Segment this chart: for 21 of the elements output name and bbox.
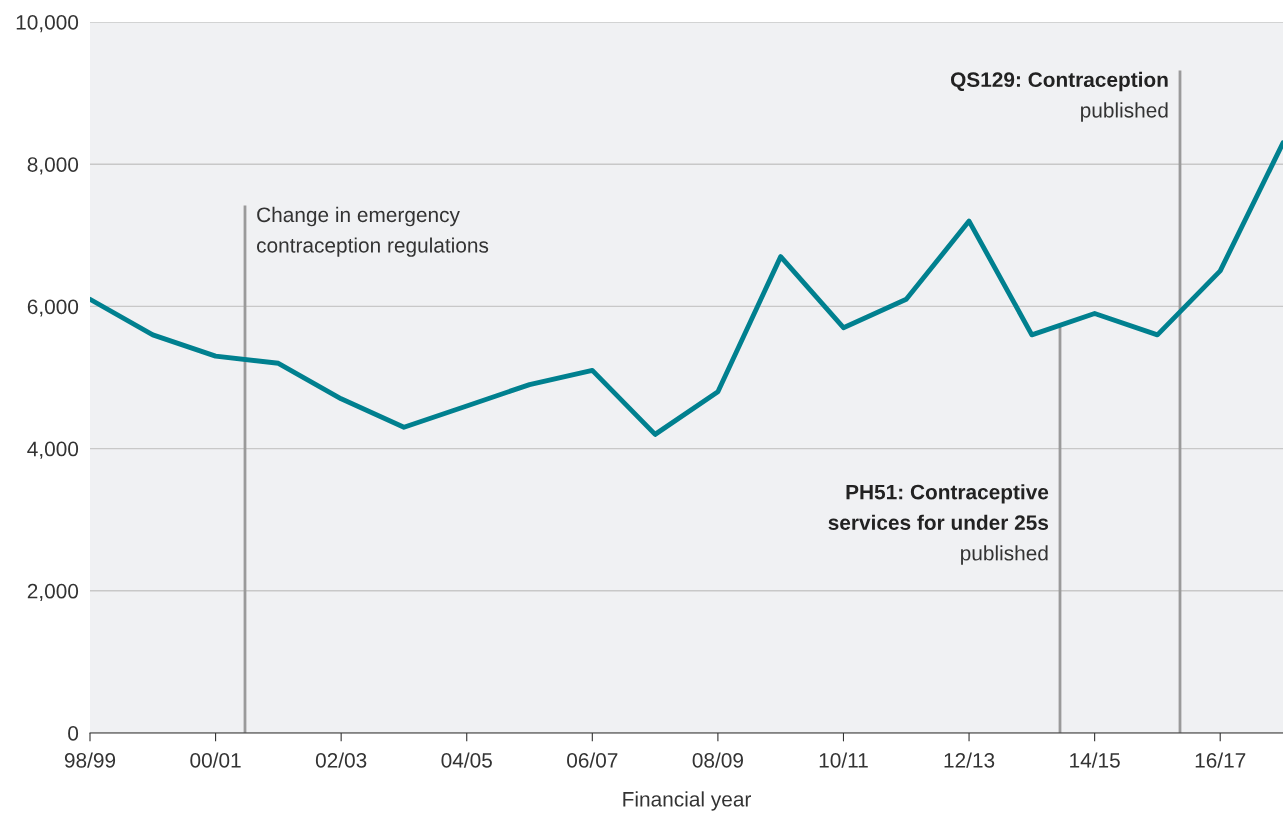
- y-tick-label: 0: [68, 726, 79, 741]
- annotation: QS129: Contraception published: [950, 71, 1168, 122]
- y-tick-label: 10,000: [16, 15, 79, 33]
- annotation: PH51: Contraceptive services for under 25s published: [828, 484, 1049, 565]
- y-tick-label: 8,000: [27, 157, 79, 175]
- x-tick-label: 04/05: [441, 752, 492, 768]
- x-tick-label: 02/03: [315, 752, 367, 768]
- x-tick-label: 08/09: [692, 752, 743, 768]
- x-tick-label: 98/99: [64, 752, 116, 768]
- x-tick-label: 12/13: [944, 752, 995, 768]
- x-tick-label: 16/17: [1195, 752, 1246, 768]
- x-axis-title: Financial year: [623, 791, 751, 811]
- y-tick-label: 4,000: [27, 441, 79, 459]
- x-tick-label: 00/01: [190, 752, 241, 768]
- x-tick-label: 14/15: [1070, 752, 1120, 768]
- x-tick-label: 06/07: [567, 752, 618, 768]
- y-tick-label: 2,000: [27, 583, 79, 602]
- annotation: Change in emergency contraception regulations: [257, 206, 489, 257]
- x-tick-label: 10/11: [819, 752, 868, 768]
- y-tick-label: 6,000: [27, 299, 79, 317]
- line-series: [90, 140, 1283, 437]
